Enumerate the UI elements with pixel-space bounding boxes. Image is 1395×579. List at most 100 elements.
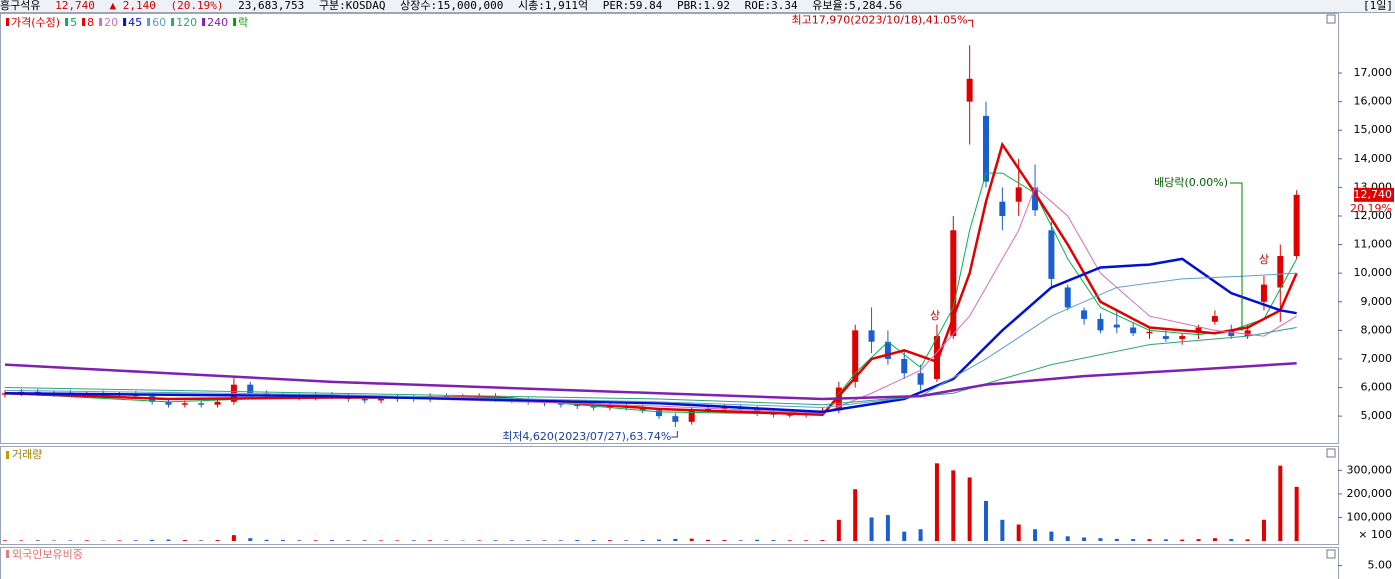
y-tick-label: 6,000 bbox=[1361, 381, 1393, 394]
y-tick-label: 10,000 bbox=[1354, 266, 1393, 279]
candle-body bbox=[901, 358, 908, 374]
legend-swatch bbox=[123, 18, 127, 26]
candle-body bbox=[1113, 324, 1120, 328]
volume-bar bbox=[117, 540, 122, 541]
volume-bar bbox=[575, 540, 580, 541]
candle-body bbox=[966, 78, 973, 102]
panel-button[interactable] bbox=[1326, 14, 1336, 24]
volume-bar bbox=[836, 519, 841, 541]
volume-bar bbox=[215, 540, 220, 541]
volume-bar bbox=[1196, 539, 1201, 541]
volume-bar bbox=[1033, 529, 1038, 541]
legend-label: 락 bbox=[238, 16, 248, 29]
candle-body bbox=[181, 403, 188, 405]
y-tick-label: 17,000 bbox=[1354, 66, 1393, 79]
info: PBR:1.92 bbox=[676, 0, 730, 12]
volume-bar bbox=[967, 477, 972, 541]
legend-swatch bbox=[6, 451, 9, 459]
volume-bar bbox=[428, 540, 433, 541]
ma-line bbox=[4, 327, 1297, 406]
volume-bar bbox=[526, 540, 531, 541]
panel-button[interactable] bbox=[1326, 549, 1336, 559]
volume-bar bbox=[330, 540, 334, 541]
volume-bar bbox=[738, 540, 743, 541]
legend-label: 240 bbox=[207, 16, 228, 29]
volume-bar bbox=[280, 540, 285, 541]
y-tick-label: 16,000 bbox=[1354, 95, 1393, 108]
annotation: 최저4,620(2023/07/27),63.74% bbox=[502, 430, 671, 443]
candle-body bbox=[1179, 336, 1186, 339]
volume-bar bbox=[1016, 524, 1021, 541]
candle-body bbox=[1211, 316, 1218, 322]
candle-body bbox=[1260, 284, 1267, 302]
volume-bar bbox=[1229, 539, 1234, 541]
volume-bar bbox=[1131, 539, 1136, 541]
volume-bar bbox=[869, 517, 874, 541]
legend-swatch bbox=[233, 18, 237, 26]
candle-body bbox=[1064, 287, 1071, 308]
candle-body bbox=[884, 341, 891, 359]
candle-body bbox=[786, 414, 793, 416]
volume-bar bbox=[657, 539, 661, 541]
y-tick-label: 8,000 bbox=[1361, 323, 1393, 336]
y-tick-label: 9,000 bbox=[1361, 295, 1393, 308]
candle-body bbox=[1048, 230, 1055, 279]
volume-bar bbox=[477, 540, 482, 541]
volume-bar bbox=[199, 540, 204, 541]
volume-bar bbox=[1294, 486, 1299, 541]
change-pct: (20.19%) bbox=[170, 0, 224, 12]
volume-bar bbox=[1245, 539, 1250, 541]
candle-body bbox=[214, 401, 221, 405]
volume-bar bbox=[19, 540, 24, 541]
volume-bar bbox=[264, 539, 269, 541]
volume-bar bbox=[542, 540, 547, 541]
candle-body bbox=[933, 336, 940, 379]
annotation: 배당락(0.00%) bbox=[1154, 176, 1228, 189]
price-panel bbox=[0, 13, 1339, 444]
y-tick-label: 100,000 bbox=[1347, 510, 1393, 523]
candle-body bbox=[198, 403, 205, 405]
volume-bar bbox=[1098, 538, 1103, 541]
volume-bar bbox=[706, 539, 711, 541]
candle-body bbox=[852, 330, 859, 382]
candle-body bbox=[672, 416, 679, 422]
legend-label: 5 bbox=[70, 16, 77, 29]
candle-body bbox=[688, 410, 695, 422]
volume-bar bbox=[1163, 539, 1168, 541]
legend-swatch bbox=[82, 18, 86, 26]
volume-bar bbox=[133, 540, 138, 541]
info: PER:59.84 bbox=[602, 0, 663, 12]
candle-body bbox=[247, 384, 254, 394]
volume-bar bbox=[509, 540, 514, 541]
volume-bar bbox=[346, 540, 351, 541]
candle-body bbox=[574, 404, 581, 407]
volume-bar bbox=[787, 540, 792, 541]
candle-body bbox=[590, 406, 597, 408]
volume-bar bbox=[297, 540, 302, 541]
candle-body bbox=[1032, 187, 1039, 211]
panel-button[interactable] bbox=[1326, 448, 1336, 458]
volume-bar bbox=[984, 500, 988, 541]
ma-line bbox=[4, 361, 1297, 401]
legend-label: 가격(수정) bbox=[11, 16, 60, 29]
candle-body bbox=[1293, 194, 1300, 257]
volume-bar bbox=[673, 538, 678, 541]
change: ▲ 2,140 bbox=[109, 0, 156, 12]
volume-bar bbox=[68, 540, 73, 541]
volume-bar bbox=[3, 540, 7, 541]
volume-bar bbox=[1114, 538, 1119, 541]
volume-bar bbox=[771, 540, 776, 541]
legend-swatch bbox=[99, 18, 103, 26]
volume-bar bbox=[379, 540, 384, 541]
volume-bar bbox=[591, 540, 596, 541]
annotation-arrow bbox=[967, 19, 974, 28]
candle-body bbox=[1162, 336, 1169, 339]
legend-swatch bbox=[147, 18, 151, 26]
legend-swatch bbox=[6, 550, 9, 558]
candle-body bbox=[721, 407, 728, 409]
volume-bar bbox=[607, 540, 612, 541]
volume-bar bbox=[166, 539, 171, 541]
period[interactable]: [1일] bbox=[1363, 0, 1393, 12]
volume-bar bbox=[1212, 538, 1217, 541]
candle-body bbox=[999, 201, 1006, 216]
